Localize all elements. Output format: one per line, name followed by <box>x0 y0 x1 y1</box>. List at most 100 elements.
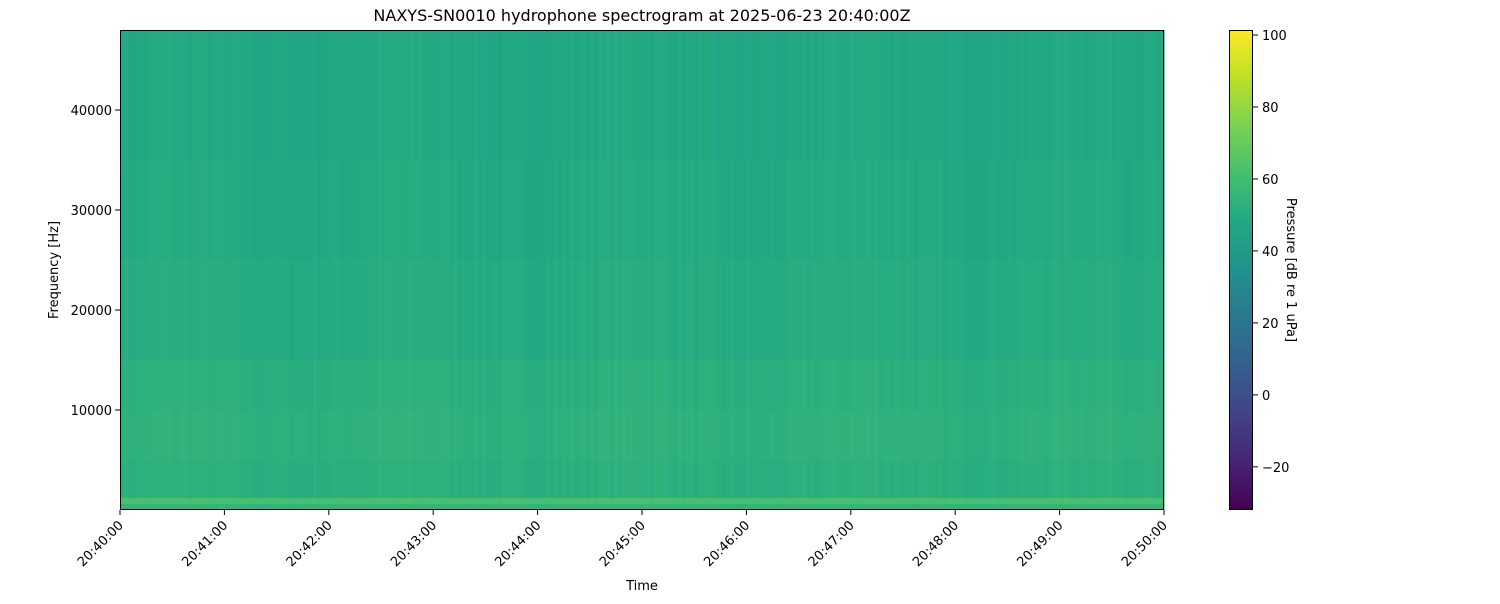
heatmap-cell <box>907 410 912 460</box>
heatmap-cell <box>453 360 458 410</box>
heatmap-cell <box>927 504 932 510</box>
heatmap-cell <box>1095 498 1101 504</box>
heatmap-cell <box>854 260 860 360</box>
heatmap-cell <box>557 498 563 504</box>
heatmap-cell <box>846 504 852 510</box>
heatmap-cell <box>441 160 446 260</box>
heatmap-cell <box>690 460 695 498</box>
heatmap-cell <box>541 160 547 260</box>
heatmap-cell <box>714 160 719 260</box>
heatmap-cell <box>1007 260 1013 360</box>
heatmap-cell <box>734 460 739 498</box>
heatmap-cell <box>1151 30 1157 160</box>
heatmap-cell <box>405 410 410 460</box>
heatmap-cell <box>449 498 454 504</box>
heatmap-cell <box>204 160 209 260</box>
heatmap-cell <box>870 30 876 160</box>
heatmap-cell <box>1095 410 1101 460</box>
heatmap-cell <box>1115 260 1121 360</box>
heatmap-cell <box>694 504 699 510</box>
heatmap-cell <box>525 160 531 260</box>
heatmap-cell <box>184 260 189 360</box>
heatmap-cell <box>244 160 250 260</box>
heatmap-cell <box>621 30 627 160</box>
heatmap-cell <box>497 160 503 260</box>
heatmap-cell <box>1083 360 1089 410</box>
heatmap-cell <box>597 360 603 410</box>
heatmap-cell <box>1099 504 1105 510</box>
heatmap-cell <box>148 410 153 460</box>
heatmap-cell <box>292 410 298 460</box>
heatmap-cell <box>513 30 519 160</box>
heatmap-cell <box>529 360 535 410</box>
heatmap-cell <box>778 498 784 504</box>
heatmap-cell <box>601 260 607 360</box>
heatmap-cell <box>939 410 944 460</box>
heatmap-cell <box>148 260 153 360</box>
heatmap-cell <box>300 360 306 410</box>
heatmap-cell <box>421 504 426 510</box>
heatmap-cell <box>850 160 856 260</box>
heatmap-cell <box>625 160 631 260</box>
heatmap-cell <box>525 360 531 410</box>
heatmap-cell <box>1051 30 1057 160</box>
heatmap-cell <box>955 260 960 360</box>
heatmap-cell <box>425 504 430 510</box>
heatmap-cell <box>449 30 454 160</box>
heatmap-cell <box>674 30 679 160</box>
heatmap-cell <box>750 410 756 460</box>
heatmap-cell <box>489 160 495 260</box>
heatmap-cell <box>124 504 129 510</box>
heatmap-cell <box>810 410 816 460</box>
heatmap-cell <box>429 260 434 360</box>
heatmap-cell <box>236 260 242 360</box>
heatmap-cell <box>766 498 772 504</box>
heatmap-cell <box>429 360 434 410</box>
heatmap-cell <box>164 504 169 510</box>
heatmap-cell <box>862 160 868 260</box>
heatmap-cell <box>545 498 551 504</box>
heatmap-cell <box>308 504 314 510</box>
heatmap-cell <box>842 260 848 360</box>
heatmap-cell <box>489 504 495 510</box>
heatmap-cell <box>461 410 466 460</box>
heatmap-cell <box>999 260 1004 360</box>
heatmap-cell <box>581 460 587 498</box>
heatmap-cell <box>1027 30 1033 160</box>
heatmap-cell <box>525 498 531 504</box>
heatmap-cell <box>1043 30 1049 160</box>
heatmap-cell <box>505 498 511 504</box>
heatmap-cell <box>1043 160 1049 260</box>
heatmap-cell <box>1095 30 1101 160</box>
heatmap-cell <box>1131 360 1137 410</box>
heatmap-cell <box>405 460 410 498</box>
heatmap-cell <box>935 160 940 260</box>
heatmap-cell <box>838 260 844 360</box>
heatmap-cell <box>858 460 864 498</box>
heatmap-cell <box>1003 504 1008 510</box>
heatmap-cell <box>220 160 225 260</box>
heatmap-cell <box>971 498 976 504</box>
heatmap-cell <box>629 30 635 160</box>
heatmap-cell <box>312 260 318 360</box>
heatmap-cell <box>754 498 760 504</box>
heatmap-cell <box>280 410 286 460</box>
heatmap-cell <box>493 460 499 498</box>
heatmap-cell <box>276 360 282 410</box>
heatmap-cell <box>666 460 671 498</box>
heatmap-cell <box>176 360 181 410</box>
heatmap-cell <box>746 360 752 410</box>
heatmap-cell <box>1015 410 1021 460</box>
heatmap-cell <box>292 460 298 498</box>
heatmap-cell <box>995 360 1000 410</box>
heatmap-cell <box>348 410 354 460</box>
heatmap-cell <box>204 460 209 498</box>
heatmap-cell <box>228 360 234 410</box>
heatmap-cell <box>927 30 932 160</box>
heatmap-cell <box>385 498 390 504</box>
heatmap-cell <box>1039 498 1045 504</box>
heatmap-cell <box>686 498 691 504</box>
heatmap-cell <box>605 498 611 504</box>
heatmap-cell <box>995 410 1000 460</box>
heatmap-cell <box>389 30 394 160</box>
